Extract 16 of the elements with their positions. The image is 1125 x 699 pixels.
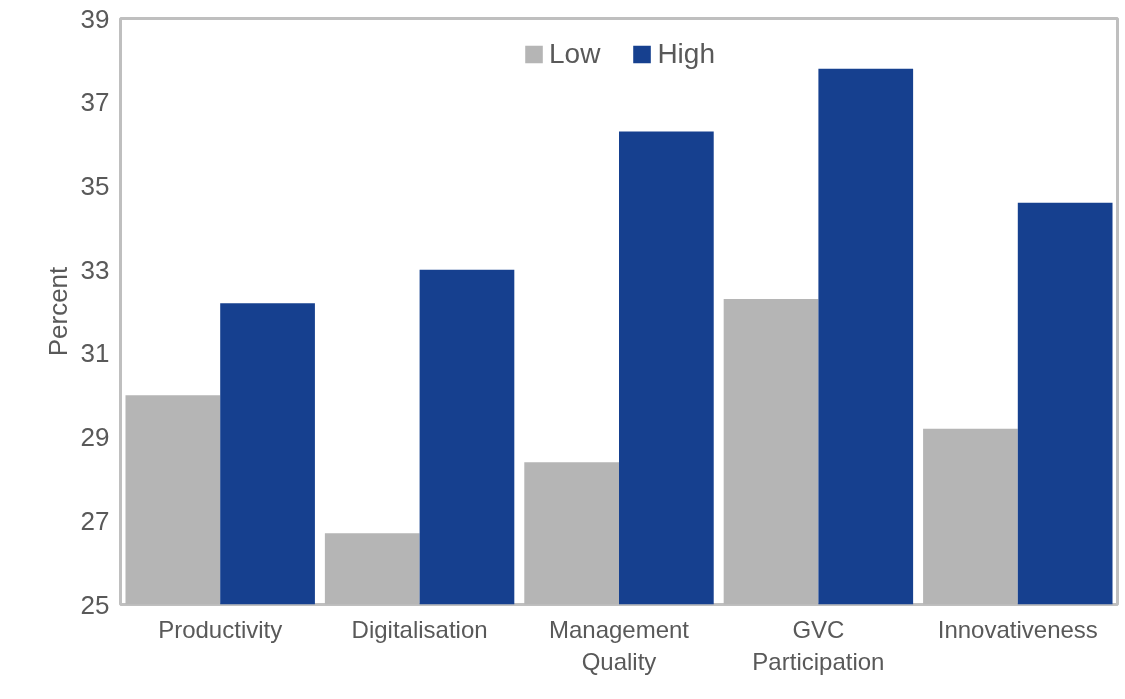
x-tick-label: Productivity <box>158 615 283 643</box>
y-tick-label: 25 <box>80 589 110 620</box>
y-tick-label: 35 <box>80 170 110 201</box>
x-tick-label: Management Quality <box>548 615 690 675</box>
y-tick-label: 27 <box>80 505 110 536</box>
y-tick-label: 37 <box>80 87 110 118</box>
legend-label: High <box>657 38 715 70</box>
x-tick-label: Digitalisation <box>351 615 488 643</box>
x-tick-label: GVC Participation <box>752 615 885 675</box>
y-tick-label: 39 <box>80 3 110 34</box>
legend-label: Low <box>549 38 601 70</box>
x-tick-label: Innovativeness <box>937 615 1098 643</box>
y-axis-title: Percent <box>42 265 73 357</box>
y-tick-label: 33 <box>80 254 110 285</box>
y-tick-label: 31 <box>80 338 110 369</box>
y-tick-label: 29 <box>80 422 110 453</box>
